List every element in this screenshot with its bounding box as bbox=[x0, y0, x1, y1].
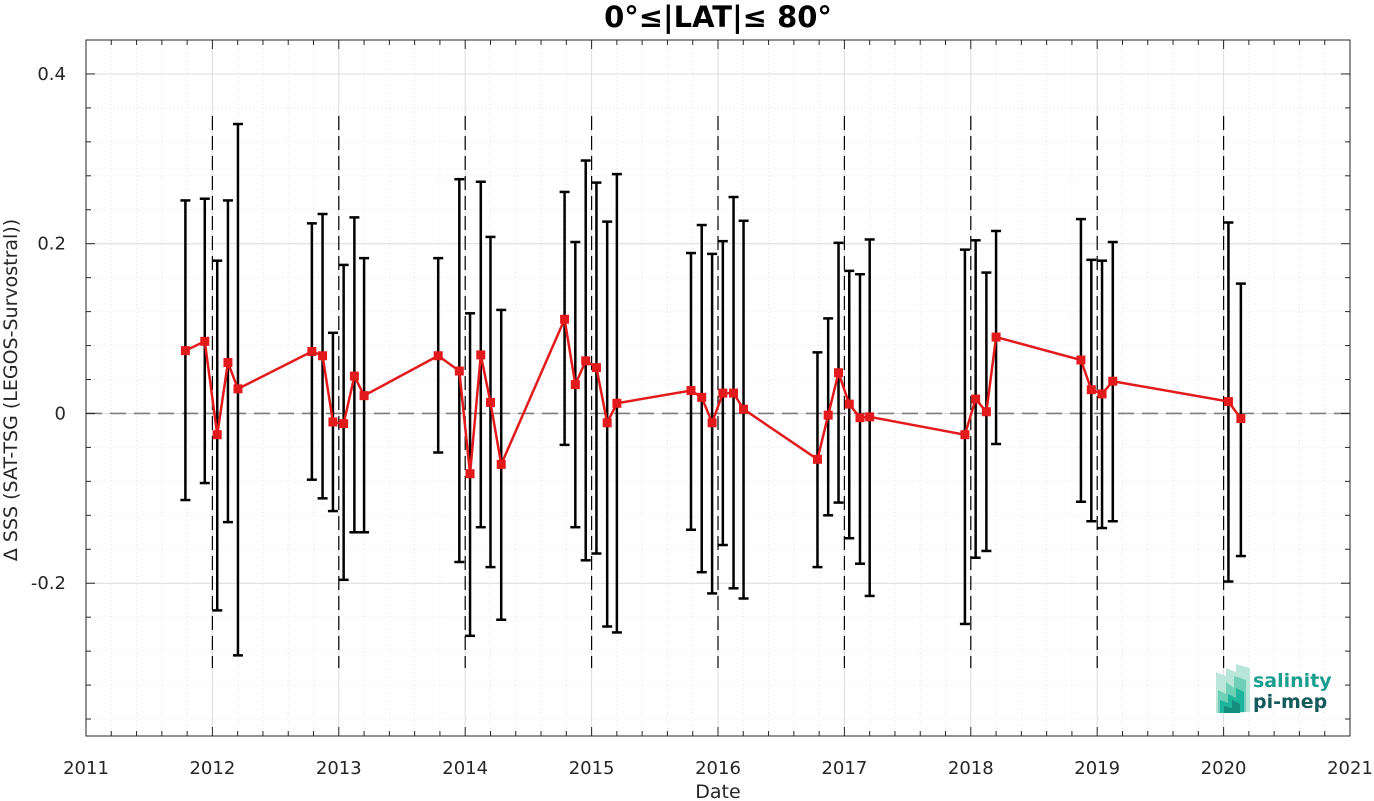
x-tick-label: 2014 bbox=[442, 758, 488, 779]
y-tick-label: 0.4 bbox=[37, 64, 66, 85]
y-axis-label: Δ SSS (SAT-TSG (LEGOS-Survostral)) bbox=[0, 219, 22, 561]
chart-title: 0°≤|LAT|≤ 80° bbox=[604, 0, 832, 34]
x-tick-label: 2015 bbox=[569, 758, 615, 779]
data-point-marker bbox=[433, 351, 443, 361]
x-tick-labels: 2011 2012 2013 2014 2015 2016 2017 2018 2019 2020… bbox=[63, 758, 1373, 779]
data-point-marker bbox=[200, 336, 210, 346]
series-markers bbox=[180, 314, 1246, 479]
data-point-marker bbox=[612, 398, 622, 408]
data-point-marker bbox=[328, 417, 338, 427]
data-point-marker bbox=[834, 368, 844, 378]
data-point-marker bbox=[212, 430, 222, 440]
data-point-marker bbox=[581, 356, 591, 366]
data-point-marker bbox=[991, 332, 1001, 342]
data-point-marker bbox=[359, 391, 369, 401]
y-tick-labels: 0.4 0.2 0 -0.2 bbox=[31, 64, 66, 594]
x-tick-label: 2019 bbox=[1074, 758, 1120, 779]
data-point-marker bbox=[349, 371, 359, 381]
data-point-marker bbox=[739, 404, 749, 414]
x-tick-label: 2012 bbox=[189, 758, 235, 779]
data-point-marker bbox=[485, 397, 495, 407]
data-point-marker bbox=[180, 346, 190, 356]
logo-text-salinity: salinity bbox=[1253, 670, 1332, 692]
data-point-marker bbox=[496, 459, 506, 469]
data-point-marker bbox=[1086, 385, 1096, 395]
data-point-marker bbox=[686, 386, 696, 396]
y-tick-label: 0.2 bbox=[37, 234, 66, 255]
data-point-marker bbox=[454, 366, 464, 376]
data-point-marker bbox=[707, 418, 717, 428]
data-point-marker bbox=[729, 388, 739, 398]
data-point-marker bbox=[1108, 376, 1118, 386]
year-boundary-lines bbox=[211, 116, 1225, 668]
data-point-marker bbox=[697, 392, 707, 402]
data-point-marker bbox=[307, 347, 317, 357]
data-point-marker bbox=[844, 399, 854, 409]
data-point-marker bbox=[960, 430, 970, 440]
x-axis-label: Date bbox=[695, 781, 740, 801]
axis-ticks bbox=[85, 39, 1351, 736]
data-point-marker bbox=[476, 350, 486, 360]
salinity-pi-mep-logo: salinity pi-mep bbox=[1216, 664, 1332, 713]
data-point-marker bbox=[1223, 397, 1233, 407]
y-tick-label: -0.2 bbox=[31, 573, 66, 594]
data-point-marker bbox=[560, 314, 570, 324]
data-point-marker bbox=[1076, 355, 1086, 365]
x-tick-label: 2018 bbox=[948, 758, 994, 779]
data-point-marker bbox=[591, 363, 601, 373]
data-point-marker bbox=[718, 388, 728, 398]
data-point-marker bbox=[1236, 414, 1246, 424]
data-point-marker bbox=[318, 351, 328, 361]
data-point-marker bbox=[823, 410, 833, 420]
data-point-marker bbox=[339, 419, 349, 429]
data-point-marker bbox=[465, 469, 475, 479]
x-tick-label: 2020 bbox=[1201, 758, 1247, 779]
x-tick-label: 2016 bbox=[695, 758, 741, 779]
logo-wave-icon bbox=[1216, 664, 1250, 713]
logo-text-pi-mep: pi-mep bbox=[1253, 691, 1327, 713]
x-tick-label: 2021 bbox=[1327, 758, 1373, 779]
data-point-marker bbox=[570, 380, 580, 390]
data-point-marker bbox=[865, 412, 875, 422]
error-bars bbox=[180, 122, 1246, 657]
data-point-marker bbox=[602, 418, 612, 428]
x-tick-label: 2013 bbox=[316, 758, 362, 779]
x-tick-label: 2017 bbox=[821, 758, 867, 779]
data-point-marker bbox=[981, 407, 991, 417]
data-point-marker bbox=[233, 384, 243, 394]
data-point-marker bbox=[223, 358, 233, 368]
data-point-marker bbox=[1097, 389, 1107, 399]
y-tick-label: 0 bbox=[55, 403, 66, 424]
data-point-marker bbox=[812, 454, 822, 464]
data-point-marker bbox=[855, 413, 865, 423]
data-point-marker bbox=[971, 394, 981, 404]
x-tick-label: 2011 bbox=[63, 758, 109, 779]
